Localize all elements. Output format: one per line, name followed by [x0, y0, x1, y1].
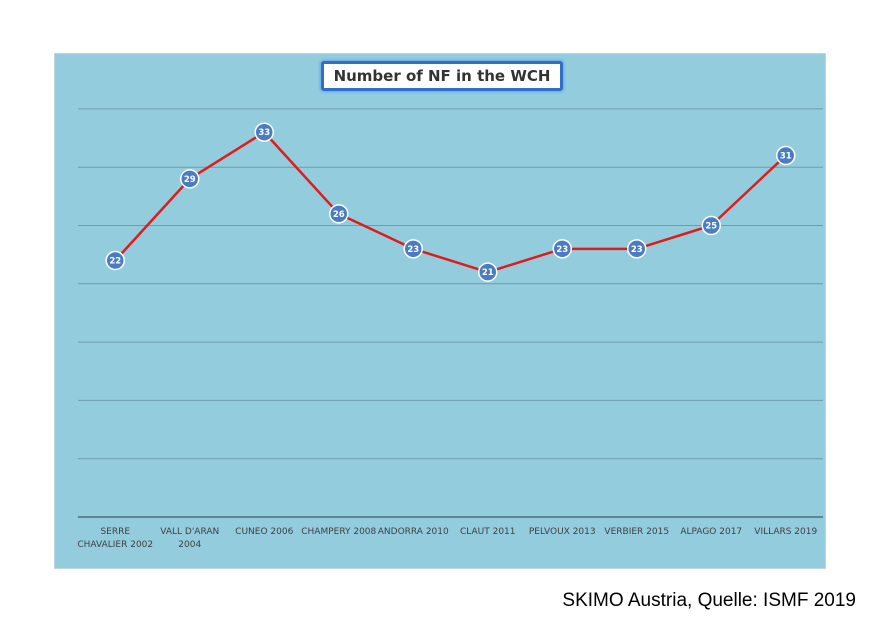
data-point: 22: [105, 250, 125, 271]
source-caption: SKIMO Austria, Quelle: ISMF 2019: [562, 590, 856, 611]
data-marker: [478, 262, 498, 282]
data-label: 21: [482, 268, 494, 278]
data-marker: [627, 239, 647, 259]
x-tick-labels: SERRE CHAVALIER 2002 VALL D'ARAN 2004 CUNEO …: [77, 527, 817, 550]
data-label: 29: [184, 175, 196, 185]
data-label: 23: [631, 245, 643, 255]
data-marker: [776, 145, 796, 166]
data-label: 25: [705, 222, 717, 232]
data-marker: [552, 239, 572, 259]
chart-title: Number of NF in the WCH: [321, 61, 563, 91]
x-tick-label: SERRE CHAVALIER 2002: [77, 527, 153, 550]
x-tick-label: VERBIER 2015: [604, 527, 669, 537]
data-point: 25: [701, 215, 721, 236]
data-marker: [403, 239, 423, 259]
gridlines: [78, 108, 823, 460]
data-marker: [105, 250, 125, 271]
data-point: 23: [627, 239, 647, 259]
data-point: 29: [180, 169, 200, 189]
series-line: [114, 130, 787, 274]
data-label: 23: [407, 245, 419, 255]
x-tick-label: ANDORRA 2010: [378, 527, 449, 537]
x-tick-label: ALPAGO 2017: [680, 527, 742, 537]
data-marker: [701, 215, 721, 236]
x-tick-label: CHAMPERY 2008: [301, 527, 376, 537]
data-point: 33: [254, 122, 274, 142]
x-tick-label: CUNEO 2006: [235, 527, 293, 537]
data-label: 23: [556, 245, 568, 255]
data-points: 22 29 33 26 23 21 23 23 25 31: [105, 122, 796, 282]
data-marker: [254, 122, 274, 142]
data-label: 33: [258, 128, 270, 138]
data-point: 31: [776, 145, 796, 166]
data-point: 26: [329, 204, 349, 224]
data-marker: [180, 169, 200, 189]
chart-panel: [54, 53, 826, 569]
data-label: 31: [780, 152, 792, 162]
data-point: 23: [403, 239, 423, 259]
data-point: 21: [478, 262, 498, 282]
data-label: 22: [109, 256, 121, 266]
x-tick-label: VILLARS 2019: [754, 527, 817, 537]
x-tick-label: PELVOUX 2013: [529, 527, 596, 537]
x-tick-label: VALL D'ARAN 2004: [160, 527, 219, 550]
data-marker: [329, 204, 349, 224]
data-label: 26: [333, 210, 345, 220]
x-tick-label: CLAUT 2011: [460, 527, 516, 537]
data-point: 23: [552, 239, 572, 259]
